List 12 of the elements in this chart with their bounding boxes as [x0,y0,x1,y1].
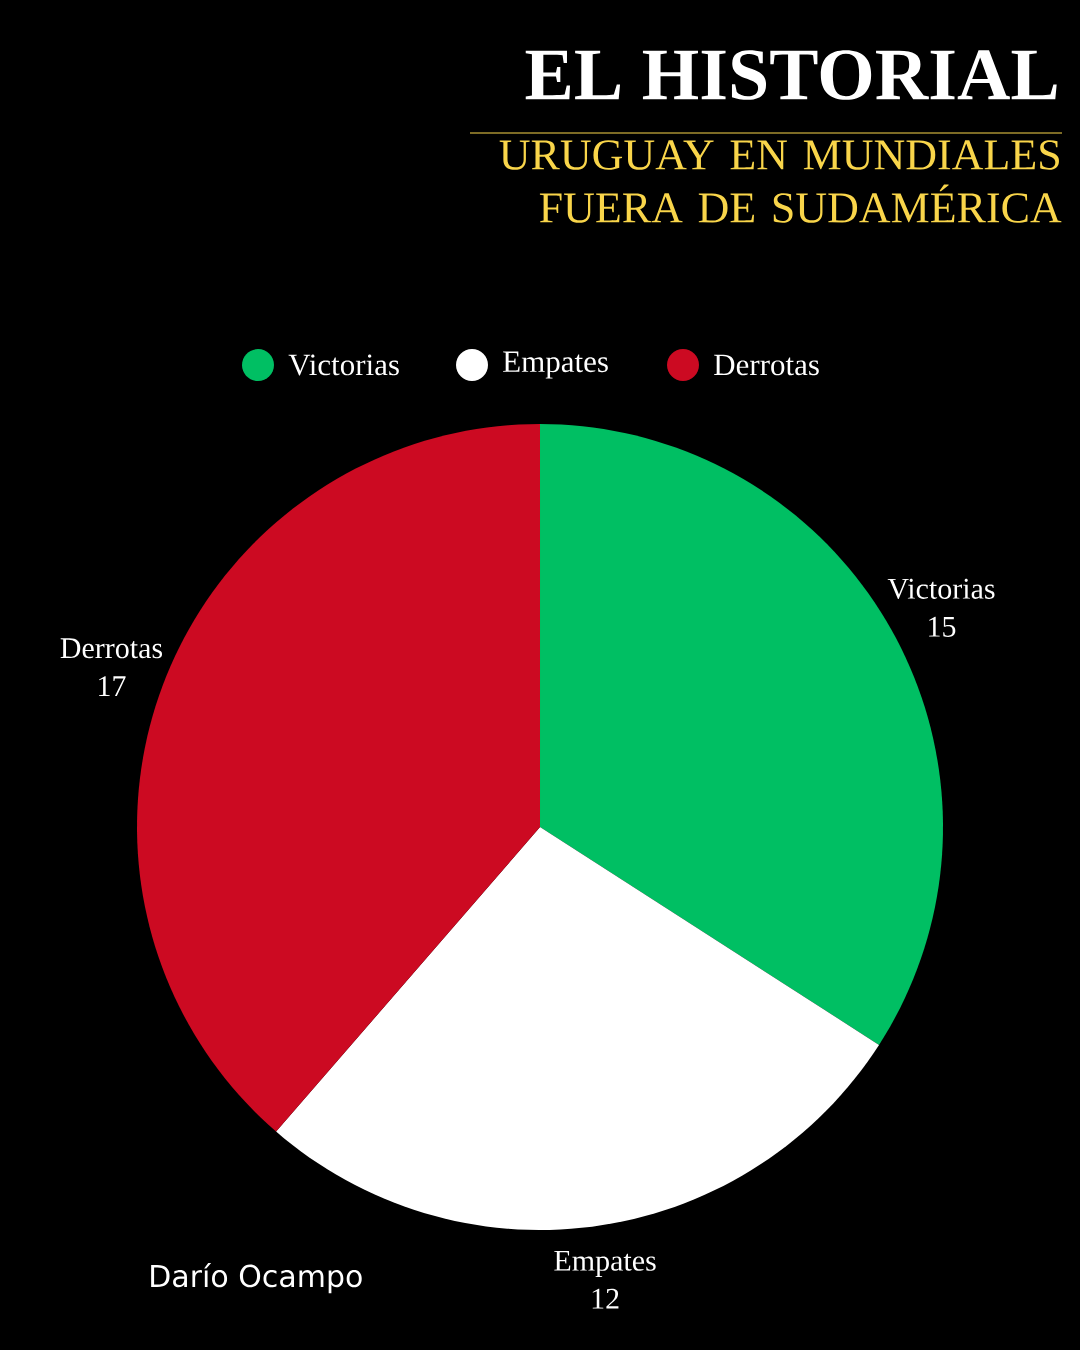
data-label: 15 [929,616,956,637]
legend-label: Derrotas [714,354,819,376]
slice-label: Victorias [887,578,995,600]
data-label: 12 [592,1288,619,1309]
chart-subtitle: URUGUAY EN MUNDIALES FUERA DE SUDAMÉRICA [499,140,1062,223]
slice-label: Derrotas [60,638,163,659]
text: Darío Ocampo [151,1262,362,1294]
slice-label: Empates [554,1250,656,1277]
legend-label: Victorias [288,354,399,376]
legend-label: Empates [503,351,608,379]
data-label: 17 [99,676,126,696]
chart-title: EL HISTORIAL [525,50,1057,100]
